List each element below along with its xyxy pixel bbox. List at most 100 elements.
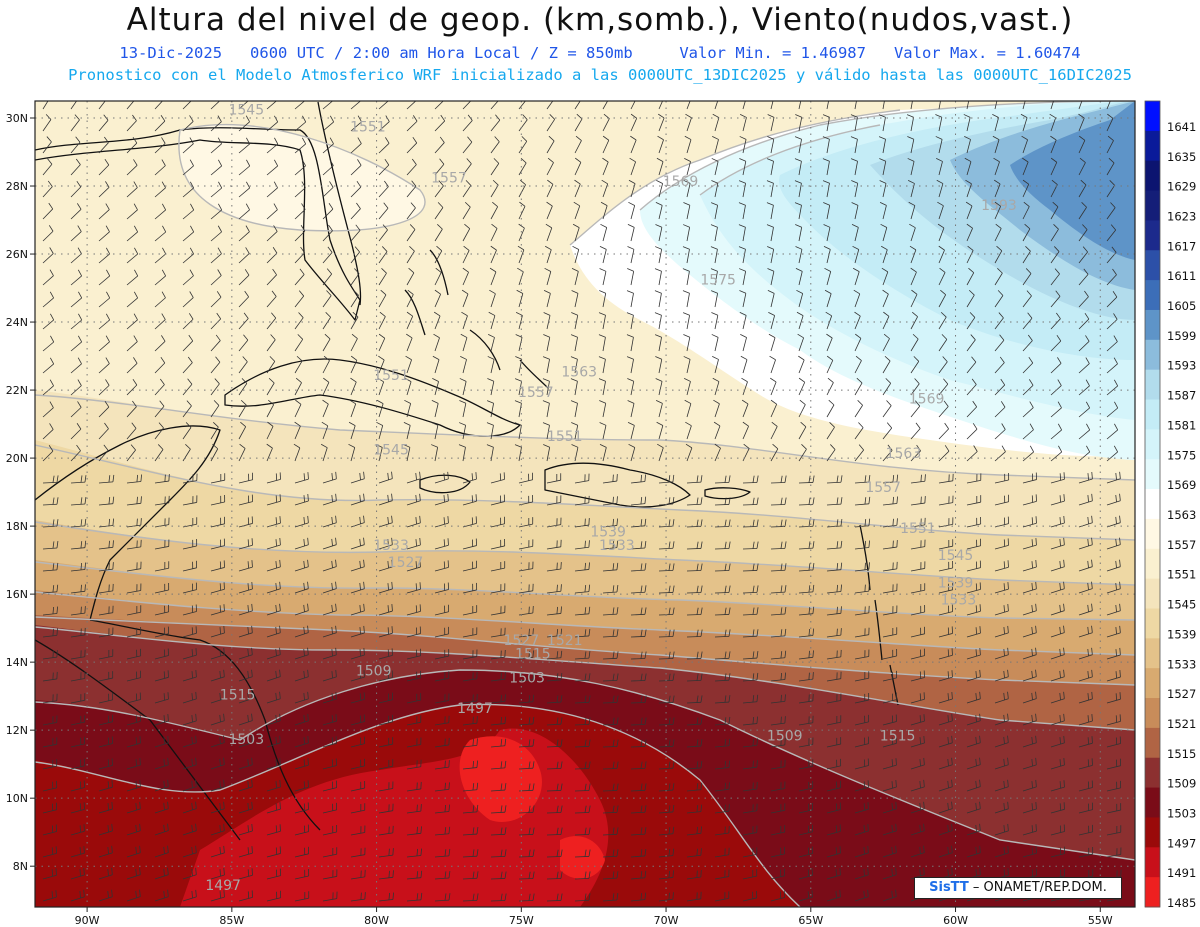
wind-barb-feather bbox=[76, 423, 82, 430]
wind-barb-feather bbox=[684, 399, 692, 404]
wind-barb-feather bbox=[464, 201, 471, 208]
wind-barb bbox=[574, 162, 582, 176]
wind-barb-feather bbox=[885, 378, 891, 384]
wind-barb bbox=[798, 249, 803, 264]
wind-barb-feather bbox=[363, 625, 365, 633]
wind-barb-feather bbox=[772, 443, 779, 450]
wind-barb bbox=[714, 117, 720, 132]
wind-barb bbox=[1106, 118, 1114, 132]
wind-barb bbox=[602, 613, 617, 616]
wind-barb bbox=[70, 612, 85, 616]
wind-barb-feather bbox=[851, 224, 859, 228]
wind-barb bbox=[266, 165, 278, 176]
wind-barb bbox=[910, 611, 925, 616]
wind-barb-feather bbox=[598, 312, 606, 316]
wind-barb bbox=[686, 636, 702, 638]
wind-barb bbox=[434, 544, 449, 550]
wind-barb-feather bbox=[77, 379, 82, 386]
wind-barb-feather bbox=[1063, 559, 1065, 567]
wind-barb-feather bbox=[105, 357, 110, 364]
wind-barb bbox=[182, 383, 193, 396]
wind-barb-feather bbox=[1059, 539, 1061, 547]
wind-barb-feather bbox=[738, 202, 746, 206]
wind-barb bbox=[546, 119, 556, 132]
wind-barb-feather bbox=[616, 584, 619, 593]
colorbar-level-label: 1521 bbox=[1167, 717, 1196, 731]
wind-barb bbox=[742, 205, 746, 220]
wind-barb-feather bbox=[668, 475, 671, 483]
wind-barb-feather bbox=[251, 647, 253, 655]
wind-barb bbox=[182, 545, 197, 550]
wind-barb bbox=[70, 503, 85, 506]
wind-barb-feather bbox=[432, 377, 439, 382]
wind-barb bbox=[910, 546, 925, 550]
wind-barb-feather bbox=[1050, 135, 1057, 141]
wind-barb-feather bbox=[936, 157, 943, 162]
wind-barb bbox=[910, 338, 919, 352]
wind-barb-feather bbox=[629, 157, 636, 163]
wind-barb-feather bbox=[784, 497, 787, 505]
wind-barb-feather bbox=[801, 444, 807, 450]
wind-barb bbox=[154, 341, 166, 352]
wind-barb-feather bbox=[162, 247, 167, 255]
wind-barb bbox=[630, 118, 638, 132]
wind-barb-feather bbox=[672, 673, 675, 681]
wind-barb-feather bbox=[195, 670, 197, 678]
wind-barb-feather bbox=[542, 400, 550, 404]
wind-barb bbox=[714, 447, 721, 462]
wind-barb-feather bbox=[1119, 581, 1121, 589]
wind-barb bbox=[350, 522, 365, 528]
wind-barb-feather bbox=[1113, 357, 1118, 365]
wind-barb bbox=[994, 501, 1009, 506]
wind-barb-feather bbox=[517, 267, 524, 273]
wind-barb-feather bbox=[627, 422, 635, 426]
wind-barb bbox=[1050, 139, 1057, 154]
wind-barb-feather bbox=[133, 313, 138, 320]
wind-barb-feather bbox=[1007, 625, 1009, 633]
wind-barb-feather bbox=[1082, 246, 1088, 253]
wind-barb-feather bbox=[1119, 603, 1121, 611]
wind-barb-feather bbox=[742, 421, 749, 427]
wind-barb bbox=[770, 657, 785, 660]
wind-barb bbox=[742, 679, 757, 682]
wind-barb-feather bbox=[112, 518, 115, 526]
wind-barb-feather bbox=[767, 136, 774, 140]
wind-barb bbox=[1078, 566, 1093, 572]
wind-barb-feather bbox=[547, 179, 554, 185]
colorbar-swatch bbox=[1145, 847, 1160, 878]
wind-barb-feather bbox=[560, 650, 563, 658]
wind-barb bbox=[210, 253, 222, 264]
wind-barb-feather bbox=[108, 518, 111, 526]
wind-barb bbox=[294, 544, 309, 550]
wind-barb-feather bbox=[852, 267, 860, 273]
wind-barb-feather bbox=[616, 607, 619, 615]
wind-barb-feather bbox=[741, 399, 749, 405]
wind-barb bbox=[322, 187, 334, 198]
wind-barb-feather bbox=[460, 355, 467, 360]
wind-barb bbox=[434, 522, 449, 528]
min-value: Valor Min. = 1.46987 bbox=[679, 44, 866, 62]
wind-barb-feather bbox=[80, 475, 83, 483]
wind-barb bbox=[854, 161, 858, 176]
colorbar-level-label: 1641 bbox=[1167, 120, 1196, 134]
wind-barb-feather bbox=[1113, 445, 1118, 453]
wind-barb bbox=[966, 428, 978, 440]
wind-barb-feather bbox=[515, 334, 523, 338]
wind-barb bbox=[238, 523, 253, 528]
wind-barb bbox=[798, 404, 806, 418]
wind-barb bbox=[658, 569, 674, 572]
wind-barb bbox=[518, 206, 526, 220]
wind-barb-feather bbox=[105, 181, 110, 188]
wind-barb-feather bbox=[322, 399, 329, 405]
wind-barb-feather bbox=[514, 400, 522, 404]
wind-barb-feather bbox=[1051, 179, 1058, 185]
wind-barb-feather bbox=[1063, 647, 1065, 655]
wind-barb-feather bbox=[770, 377, 777, 383]
wind-barb-feather bbox=[300, 246, 305, 254]
wind-barb-feather bbox=[487, 378, 494, 382]
wind-barb-feather bbox=[467, 114, 473, 121]
wind-barb-feather bbox=[908, 201, 916, 206]
wind-barb bbox=[658, 205, 663, 220]
wind-barb bbox=[294, 447, 301, 462]
wind-barb bbox=[574, 315, 579, 330]
